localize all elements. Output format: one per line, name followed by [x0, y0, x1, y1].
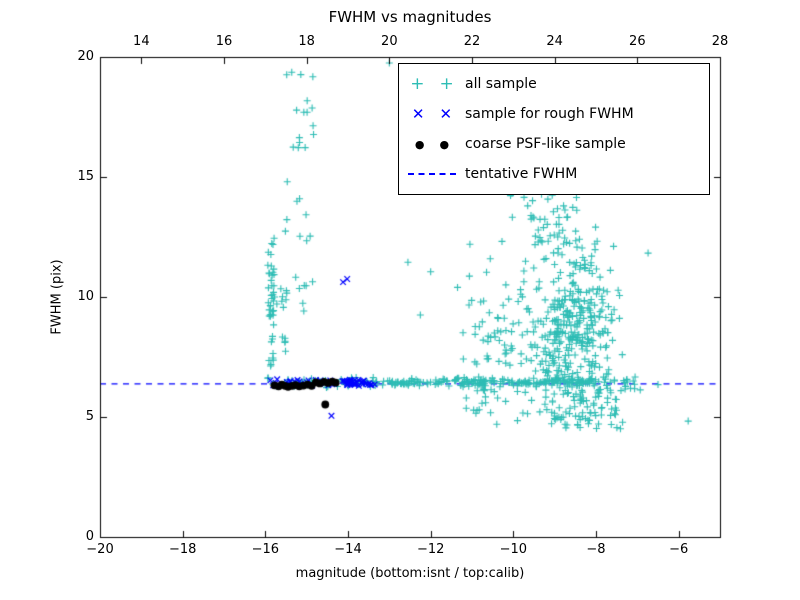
legend-label: sample for rough FWHM [465, 106, 634, 122]
legend-label: all sample [465, 76, 537, 92]
cross-marker-icon: ✕ ✕ [411, 104, 453, 123]
legend-item-rough-fwhm: ✕ ✕ sample for rough FWHM [399, 99, 709, 129]
x-tick-label-top: 18 [298, 34, 315, 49]
legend: + + all sample ✕ ✕ sample for rough FWHM ●… [398, 63, 710, 195]
y-tick-label: 10 [77, 289, 94, 304]
y-tick-label: 5 [85, 409, 94, 424]
x-tick-label-top: 22 [463, 34, 481, 49]
y-tick-label: 20 [77, 49, 94, 64]
x-tick-label-top: 26 [629, 34, 646, 49]
x-tick-label-bottom: −16 [251, 542, 280, 557]
x-tick-label-bottom: −14 [334, 542, 362, 557]
plus-marker-icon: + + [410, 73, 454, 94]
x-tick-label-bottom: −8 [586, 542, 606, 557]
x-tick-label-top: 24 [546, 34, 563, 49]
legend-label: coarse PSF-like sample [465, 136, 626, 152]
dot-marker-icon: ● ● [414, 137, 450, 151]
legend-item-all-sample: + + all sample [399, 69, 709, 99]
x-axis-label: magnitude (bottom:isnt / top:calib) [295, 566, 525, 581]
x-tick-label-bottom: −20 [86, 542, 114, 557]
x-tick-label-top: 16 [215, 34, 233, 49]
x-tick-label-bottom: −18 [168, 542, 197, 557]
dashed-line-icon [399, 173, 465, 175]
chart-title: FWHM vs magnitudes [328, 8, 492, 26]
x-tick-label-top: 14 [133, 34, 150, 49]
x-tick-label-top: 28 [711, 34, 729, 49]
x-tick-label-top: 20 [381, 34, 398, 49]
legend-item-tentative-fwhm: tentative FWHM [399, 159, 709, 189]
x-tick-label-bottom: −10 [499, 542, 528, 557]
x-tick-label-bottom: −6 [669, 542, 689, 557]
legend-item-coarse-psf: ● ● coarse PSF-like sample [399, 129, 709, 159]
x-tick-label-bottom: −12 [416, 542, 445, 557]
legend-label: tentative FWHM [465, 166, 578, 182]
y-tick-label: 0 [85, 529, 94, 544]
y-tick-label: 15 [77, 169, 94, 184]
